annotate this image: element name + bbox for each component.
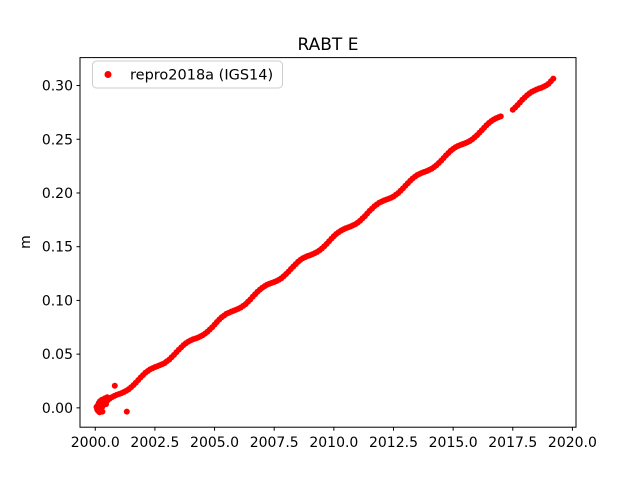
x-tick-label: 2015.0 (429, 435, 478, 451)
data-point (550, 75, 557, 82)
x-tick-label: 2007.5 (250, 435, 299, 451)
y-axis-label: m (18, 235, 34, 249)
x-axis-ticks: 2000.0 2002.5 2005.0 2007.5 2010.0 2012.5 2015… (71, 427, 597, 451)
y-tick-label: 0.25 (42, 132, 73, 148)
data-point (111, 382, 118, 389)
y-tick-label: 0.20 (42, 186, 73, 202)
y-tick-label: 0.00 (42, 401, 73, 417)
x-tick-label: 2020.0 (548, 435, 597, 451)
data-point (123, 408, 130, 415)
x-tick-label: 2000.0 (71, 435, 120, 451)
plot-border (79, 57, 577, 428)
y-tick-label: 0.10 (42, 293, 73, 309)
scatter-points (93, 75, 557, 416)
x-tick-label: 2005.0 (190, 435, 239, 451)
x-tick-label: 2017.5 (488, 435, 537, 451)
legend: repro2018a (IGS14) (92, 60, 283, 89)
chart-title: RABT E (298, 35, 359, 55)
y-axis-ticks: 0.00 0.05 0.10 0.15 0.20 0.25 0.30 (42, 79, 80, 417)
data-point (497, 113, 504, 120)
x-tick-label: 2012.5 (369, 435, 418, 451)
y-tick-label: 0.15 (42, 240, 73, 256)
legend-marker-dot-icon (104, 71, 112, 78)
y-tick-label: 0.30 (42, 79, 73, 95)
y-tick-label: 0.05 (42, 347, 73, 363)
legend-box (92, 60, 283, 89)
legend-label: repro2018a (IGS14) (130, 68, 273, 84)
x-tick-label: 2010.0 (309, 435, 358, 451)
x-tick-label: 2002.5 (130, 435, 179, 451)
